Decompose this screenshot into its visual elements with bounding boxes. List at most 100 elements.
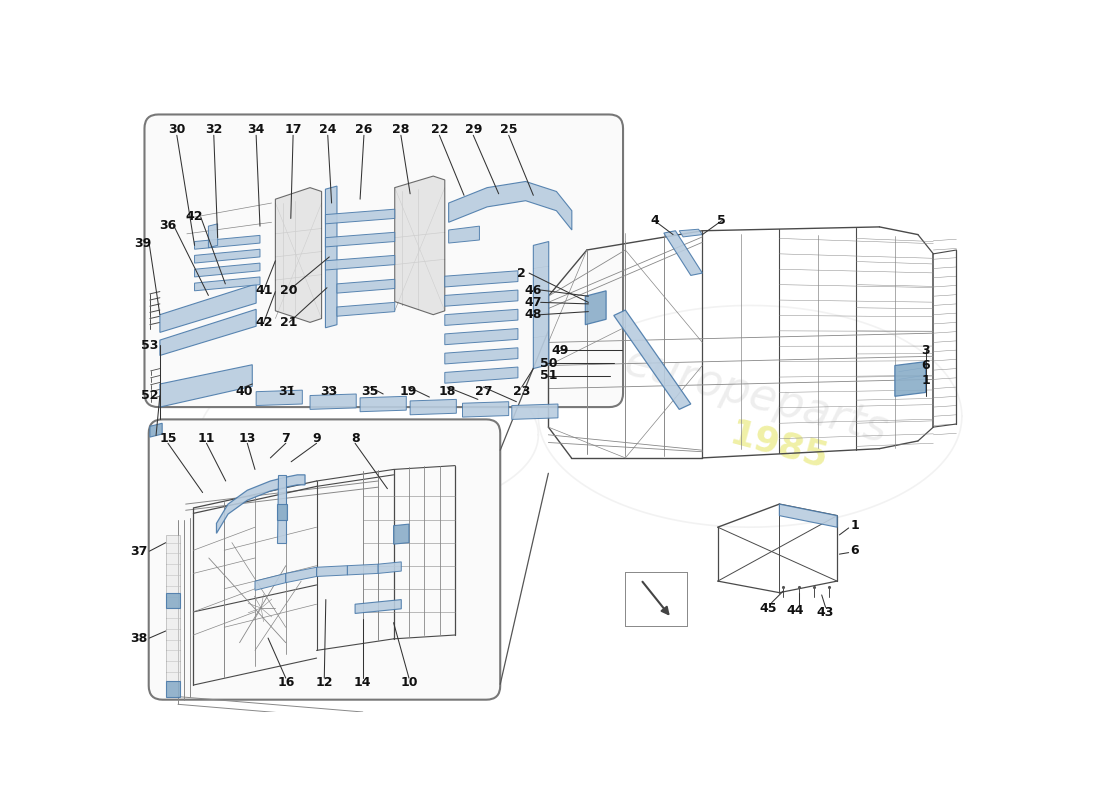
Text: 19: 19 [400,385,417,398]
Text: 23: 23 [513,385,530,398]
Polygon shape [444,310,518,326]
Text: 52: 52 [141,389,158,402]
Text: 38: 38 [130,631,147,645]
Polygon shape [208,224,218,248]
Text: 47: 47 [525,296,541,309]
Text: 53: 53 [141,339,158,352]
Text: 35: 35 [362,385,378,398]
Polygon shape [410,399,456,414]
Text: 20: 20 [280,283,298,297]
Polygon shape [317,566,348,577]
Polygon shape [255,574,286,590]
Text: 17: 17 [284,123,301,136]
Text: 4: 4 [650,214,659,227]
Text: 10: 10 [400,676,418,690]
Text: 36: 36 [160,219,176,232]
Text: 14: 14 [354,676,372,690]
Polygon shape [276,504,287,519]
Text: 39: 39 [134,237,152,250]
Polygon shape [195,250,260,263]
Polygon shape [150,423,162,437]
Polygon shape [394,524,409,544]
Polygon shape [326,186,337,328]
Polygon shape [166,535,179,682]
Polygon shape [326,232,395,247]
Polygon shape [360,396,406,412]
Polygon shape [337,302,395,316]
Text: 42: 42 [186,210,204,223]
Text: 31: 31 [278,385,296,398]
Text: 34: 34 [248,123,265,136]
Text: 43: 43 [817,606,834,619]
Polygon shape [217,475,305,534]
Polygon shape [310,394,356,410]
Text: 51: 51 [540,369,557,382]
FancyBboxPatch shape [148,419,500,700]
Text: 42: 42 [255,316,273,329]
Text: 45: 45 [759,602,777,614]
Text: 11: 11 [198,432,216,445]
Polygon shape [195,235,260,250]
Polygon shape [449,226,480,243]
Polygon shape [160,310,256,355]
Polygon shape [680,230,703,237]
Text: 50: 50 [540,357,557,370]
Text: 3: 3 [922,344,930,357]
Text: 29: 29 [464,123,482,136]
Text: 6: 6 [922,359,930,372]
Polygon shape [256,390,302,406]
Polygon shape [337,279,395,293]
Polygon shape [614,310,691,410]
Text: europeparts: europeparts [619,341,893,452]
Text: 13: 13 [239,432,256,445]
Polygon shape [779,504,837,527]
Text: 22: 22 [430,123,448,136]
Text: 1: 1 [850,519,859,532]
Polygon shape [378,562,402,574]
Text: 28: 28 [393,123,409,136]
Polygon shape [512,404,558,419]
Text: 41: 41 [255,283,273,297]
FancyBboxPatch shape [144,114,623,407]
Text: 25: 25 [499,123,517,136]
Polygon shape [195,277,260,291]
Text: 40: 40 [235,385,253,398]
Text: 8: 8 [351,432,360,445]
Text: 48: 48 [525,308,541,321]
Polygon shape [276,475,286,542]
Polygon shape [195,263,260,277]
Polygon shape [160,365,252,407]
Polygon shape [286,567,317,582]
Polygon shape [449,182,572,230]
Polygon shape [895,362,926,396]
Polygon shape [395,176,444,314]
Text: 1: 1 [922,374,930,387]
Text: 12: 12 [316,676,333,690]
Text: 32: 32 [205,123,222,136]
Text: 6: 6 [850,544,859,557]
Polygon shape [462,402,508,417]
Polygon shape [444,329,518,345]
Polygon shape [444,270,518,287]
Polygon shape [585,291,606,325]
Text: 16: 16 [277,676,295,690]
Polygon shape [326,209,395,224]
Text: 9: 9 [312,432,321,445]
Text: 5: 5 [717,214,726,227]
Text: 27: 27 [474,385,492,398]
Polygon shape [160,284,256,332]
Polygon shape [326,255,395,270]
Polygon shape [444,367,518,383]
Text: 37: 37 [130,545,147,558]
Text: 2: 2 [517,266,526,280]
Text: 18: 18 [439,385,455,398]
Text: 24: 24 [319,123,337,136]
Text: 44: 44 [786,604,803,617]
Text: 21: 21 [280,316,298,329]
Text: 1985: 1985 [726,417,833,476]
Polygon shape [275,188,321,322]
Text: 33: 33 [321,385,338,398]
Polygon shape [664,230,703,275]
Polygon shape [355,599,402,614]
Text: 49: 49 [551,344,569,357]
